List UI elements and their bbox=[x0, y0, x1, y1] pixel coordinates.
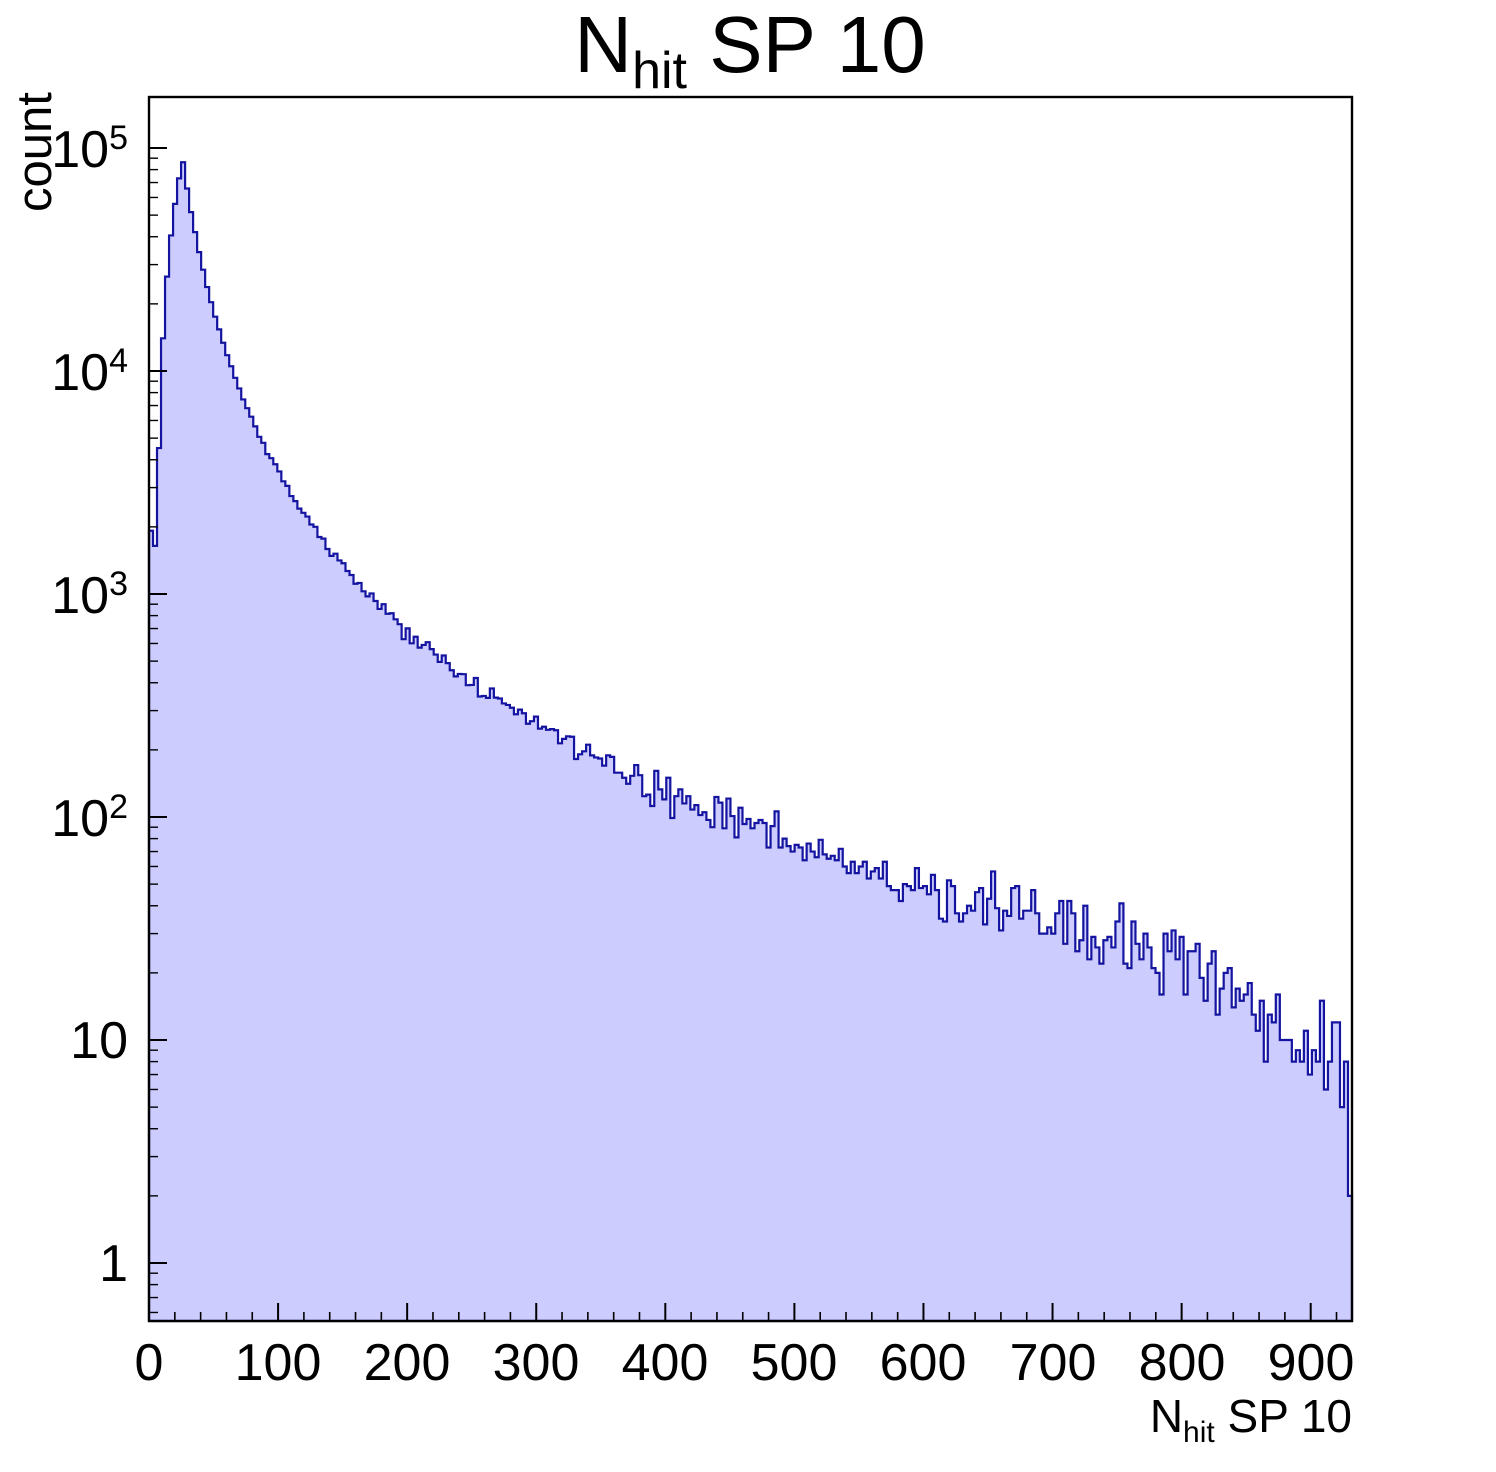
svg-text:200: 200 bbox=[364, 1334, 451, 1392]
svg-text:103: 103 bbox=[51, 565, 128, 625]
svg-text:1: 1 bbox=[99, 1235, 128, 1293]
svg-text:800: 800 bbox=[1139, 1334, 1226, 1392]
svg-text:300: 300 bbox=[493, 1334, 580, 1392]
svg-text:400: 400 bbox=[622, 1334, 709, 1392]
svg-text:104: 104 bbox=[51, 342, 128, 402]
svg-text:600: 600 bbox=[880, 1334, 967, 1392]
svg-text:100: 100 bbox=[235, 1334, 322, 1392]
svg-text:Nhit SP 10: Nhit SP 10 bbox=[574, 0, 925, 100]
svg-text:10: 10 bbox=[70, 1012, 128, 1070]
svg-text:900: 900 bbox=[1268, 1334, 1355, 1392]
svg-text:700: 700 bbox=[1010, 1334, 1097, 1392]
svg-text:105: 105 bbox=[51, 119, 128, 179]
svg-text:500: 500 bbox=[751, 1334, 838, 1392]
svg-text:0: 0 bbox=[135, 1334, 164, 1392]
svg-text:102: 102 bbox=[51, 788, 128, 848]
svg-text:Nhit SP 10: Nhit SP 10 bbox=[1150, 1390, 1352, 1449]
